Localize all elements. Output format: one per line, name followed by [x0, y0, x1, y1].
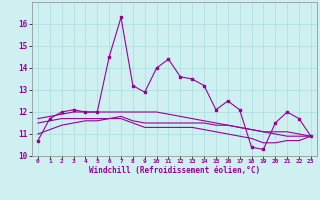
- X-axis label: Windchill (Refroidissement éolien,°C): Windchill (Refroidissement éolien,°C): [89, 166, 260, 175]
